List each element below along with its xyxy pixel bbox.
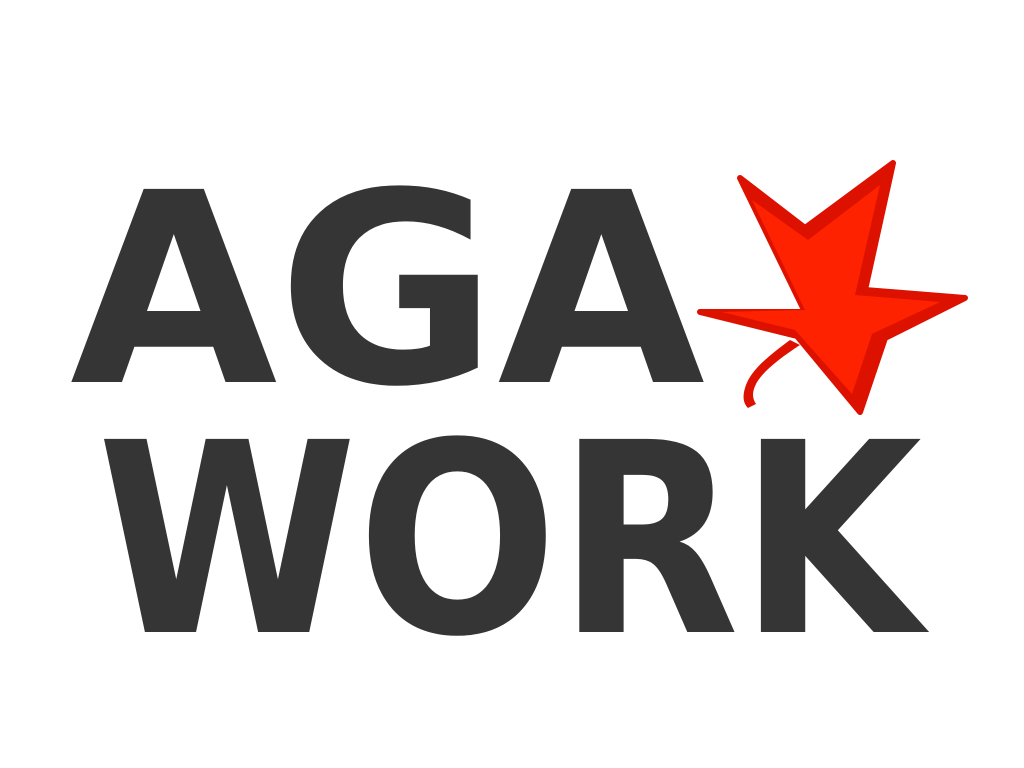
- maple-leaf-icon: [697, 160, 968, 415]
- leaf-fill: [722, 185, 940, 394]
- logo-line-1: AGA: [70, 137, 707, 445]
- logo-line-2: WORK: [97, 387, 931, 695]
- leaf-stem: [743, 340, 800, 408]
